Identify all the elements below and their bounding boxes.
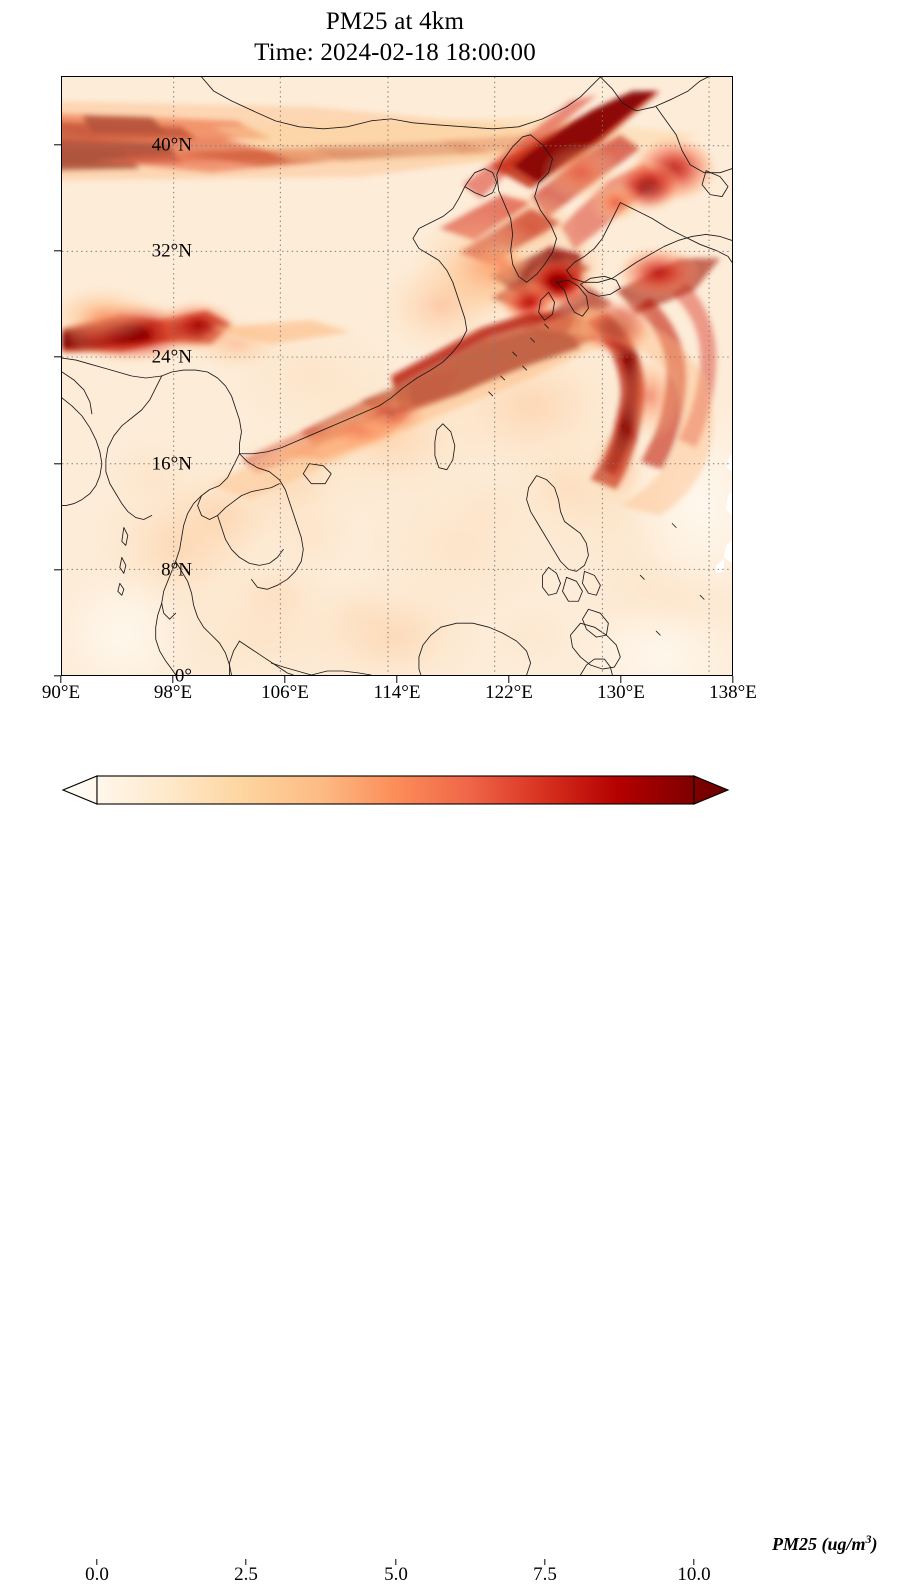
xtick-label-98e: 98°E [153,682,193,703]
colorbar-label-suffix: ) [871,1534,878,1554]
map-plot-area[interactable] [61,76,733,676]
ytick-mark-8n [54,569,61,571]
xtick-label-122e: 122°E [485,682,533,703]
colorbar[interactable]: 0.0 2.5 5.0 7.5 10.0 PM25 (ug/m3) [0,760,905,1584]
colorbar-extend-high [693,775,730,805]
xtick-mark-90e [60,676,62,683]
plume-sichuan-basin [62,286,352,371]
xtick-mark-122e [508,676,510,683]
xtick-label-106e: 106°E [261,682,309,703]
figure-title-line-2: Time: 2024-02-18 18:00:00 [254,39,536,66]
ytick-mark-16n [54,463,61,465]
colorbar-body [96,775,695,805]
xtick-mark-114e [396,676,398,683]
figure-title-line-1: PM25 at 4km [325,8,465,35]
map-gridlines [62,77,732,675]
colorbar-gradient [61,775,730,805]
xtick-label-130e: 130°E [597,682,645,703]
xtick-mark-130e [620,676,622,683]
ytick-label-8n: 8°N [161,559,192,581]
ytick-label-40n: 40°N [151,134,192,156]
ytick-label-0: 0° [174,665,192,687]
colorbar-axis-label: PM25 (ug/m3) [772,1532,878,1555]
ytick-label-24n: 24°N [151,346,192,368]
xtick-label-90e: 90°E [41,682,81,703]
pm25-heatmap-canvas [62,77,732,675]
xtick-mark-106e [284,676,286,683]
ytick-mark-0 [54,675,61,677]
figure-title: PM25 at 4km Time: 2024-02-18 18:00:00 [0,6,790,68]
ytick-mark-24n [54,356,61,358]
xtick-mark-98e [172,676,174,683]
xtick-label-114e: 114°E [373,682,421,703]
colorbar-label-text: PM25 (ug/m [772,1534,866,1554]
colorbar-tick-label-2-5: 2.5 [234,1564,258,1585]
colorbar-tick-label-0: 0.0 [85,1564,109,1585]
ytick-mark-32n [54,250,61,252]
colorbar-tick-label-5: 5.0 [384,1564,408,1585]
ytick-label-16n: 16°N [151,453,192,475]
colorbar-extend-low [61,775,98,805]
colorbar-tick-label-10: 10.0 [677,1564,711,1585]
ytick-mark-40n [54,144,61,146]
xtick-mark-138e [732,676,734,683]
ytick-label-32n: 32°N [151,240,192,262]
xtick-label-138e: 138°E [709,682,757,703]
colorbar-tick-label-7-5: 7.5 [533,1564,557,1585]
